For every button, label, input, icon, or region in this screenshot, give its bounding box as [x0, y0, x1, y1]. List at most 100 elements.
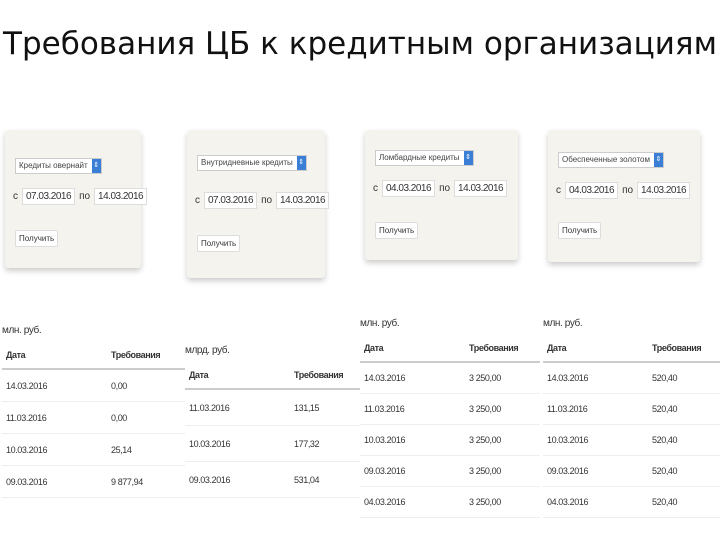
cell-value: 3 250,00	[469, 404, 501, 414]
credit-type-value: Обеспеченные золотом	[562, 155, 650, 164]
column-header-date: Дата	[189, 370, 209, 380]
table-row: 04.03.2016 3 250,00	[360, 487, 540, 518]
table-row: 11.03.2016 520,40	[543, 394, 720, 425]
table-row: 04.03.2016 520,40	[543, 487, 720, 518]
requirements-table: млн. руб. Дата Требования 14.03.2016 520,40…	[543, 318, 720, 518]
get-button[interactable]: Получить	[197, 235, 241, 252]
cell-value: 131,15	[294, 402, 320, 413]
to-label: по	[439, 183, 451, 194]
credit-type-select[interactable]: Обеспеченные золотом ⇕	[558, 152, 664, 168]
cell-value: 0,00	[111, 412, 127, 423]
date-from-input[interactable]: 04.03.2016	[382, 180, 436, 197]
table-header: Дата Требования	[360, 343, 540, 363]
unit-label: млрд. руб.	[185, 345, 230, 356]
credit-type-value: Кредиты овернайт	[19, 161, 88, 170]
table-row: 10.03.2016 3 250,00	[360, 425, 540, 456]
chevron-updown-icon: ⇕	[91, 159, 101, 173]
date-to-input[interactable]: 14.03.2016	[637, 182, 691, 199]
cell-date: 09.03.2016	[364, 466, 406, 476]
cell-date: 11.03.2016	[6, 412, 47, 423]
cell-date: 11.03.2016	[189, 402, 230, 413]
credit-type-value: Внутридневные кредиты	[201, 158, 293, 167]
chevron-updown-icon: ⇕	[463, 151, 473, 165]
column-header-requirements: Требования	[652, 343, 702, 353]
table-row: 10.03.2016 177,32	[185, 426, 360, 462]
requirements-table: млрд. руб. Дата Требования 11.03.2016 131,1…	[185, 345, 360, 498]
cell-value: 3 250,00	[469, 373, 501, 383]
cell-date: 10.03.2016	[6, 444, 48, 455]
date-from-input[interactable]: 07.03.2016	[204, 192, 258, 209]
get-button[interactable]: Получить	[375, 222, 419, 239]
table-row: 09.03.2016 520,40	[543, 456, 720, 487]
get-button[interactable]: Получить	[15, 230, 59, 247]
cell-value: 3 250,00	[469, 466, 501, 476]
unit-label: млн. руб.	[2, 325, 42, 336]
credit-type-select[interactable]: Внутридневные кредиты ⇕	[197, 155, 307, 171]
cell-value: 531,04	[294, 474, 320, 485]
column-header-requirements: Требования	[294, 370, 344, 380]
table-header: Дата Требования	[543, 343, 720, 363]
table-row: 11.03.2016 0,00	[2, 402, 185, 434]
cell-value: 520,40	[652, 497, 678, 507]
table-header: Дата Требования	[2, 350, 185, 370]
column-header-date: Дата	[6, 350, 26, 360]
cell-value: 9 877,94	[111, 476, 143, 487]
cell-value: 177,32	[294, 438, 320, 449]
from-label: с	[13, 191, 18, 202]
table-row: 14.03.2016 520,40	[543, 363, 720, 394]
requirements-table: млн. руб. Дата Требования 14.03.2016 3 250,…	[360, 318, 540, 518]
chevron-updown-icon: ⇕	[296, 156, 306, 170]
date-to-input[interactable]: 14.03.2016	[94, 188, 148, 205]
column-header-requirements: Требования	[111, 350, 161, 360]
requirements-table: млн. руб. Дата Требования 14.03.2016 0,00 11…	[2, 325, 185, 498]
query-form-panel: Внутридневные кредиты ⇕ с 07.03.2016 по 14.0…	[187, 130, 330, 278]
column-header-requirements: Требования	[469, 343, 519, 353]
table-row: 10.03.2016 520,40	[543, 425, 720, 456]
date-from-input[interactable]: 07.03.2016	[22, 188, 76, 205]
cell-value: 3 250,00	[469, 497, 501, 507]
query-form-panel: Обеспеченные золотом ⇕ с 04.03.2016 по 14.03…	[548, 130, 700, 262]
table-row: 10.03.2016 25,14	[2, 434, 185, 466]
slide-title: Требования ЦБ к кредитным организациям	[3, 26, 717, 62]
cell-value: 520,40	[652, 404, 678, 414]
cell-value: 3 250,00	[469, 435, 501, 445]
cell-date: 04.03.2016	[547, 497, 589, 507]
cell-date: 09.03.2016	[189, 474, 231, 485]
credit-type-value: Ломбардные кредиты	[379, 153, 460, 162]
date-to-input[interactable]: 14.03.2016	[276, 192, 330, 209]
date-to-input[interactable]: 14.03.2016	[454, 180, 508, 197]
to-label: по	[622, 185, 634, 196]
cell-value: 25,14	[111, 444, 132, 455]
column-header-date: Дата	[364, 343, 384, 353]
cell-value: 520,40	[652, 466, 678, 476]
cell-value: 520,40	[652, 373, 678, 383]
cell-date: 04.03.2016	[364, 497, 406, 507]
cell-date: 14.03.2016	[364, 373, 406, 383]
credit-type-select[interactable]: Ломбардные кредиты ⇕	[375, 150, 474, 166]
credit-type-select[interactable]: Кредиты овернайт ⇕	[15, 158, 102, 174]
table-row: 09.03.2016 9 877,94	[2, 466, 185, 498]
unit-label: млн. руб.	[360, 318, 400, 329]
cell-date: 11.03.2016	[364, 404, 405, 414]
table-row: 09.03.2016 531,04	[185, 462, 360, 498]
to-label: по	[261, 195, 273, 206]
get-button[interactable]: Получить	[558, 222, 602, 239]
date-from-input[interactable]: 04.03.2016	[565, 182, 619, 199]
cell-date: 10.03.2016	[189, 438, 231, 449]
cell-date: 14.03.2016	[547, 373, 589, 383]
cell-date: 11.03.2016	[547, 404, 588, 414]
unit-label: млн. руб.	[543, 318, 583, 329]
cell-date: 09.03.2016	[6, 476, 48, 487]
cell-date: 09.03.2016	[547, 466, 589, 476]
table-header: Дата Требования	[185, 370, 360, 390]
column-header-date: Дата	[547, 343, 567, 353]
cell-date: 14.03.2016	[6, 380, 48, 391]
from-label: с	[556, 185, 561, 196]
table-row: 11.03.2016 131,15	[185, 390, 360, 426]
query-form-panel: Ломбардные кредиты ⇕ с 04.03.2016 по 14.03.2…	[365, 130, 518, 260]
table-row: 14.03.2016 0,00	[2, 370, 185, 402]
from-label: с	[195, 195, 200, 206]
cell-value: 520,40	[652, 435, 678, 445]
table-row: 14.03.2016 3 250,00	[360, 363, 540, 394]
cell-date: 10.03.2016	[364, 435, 406, 445]
